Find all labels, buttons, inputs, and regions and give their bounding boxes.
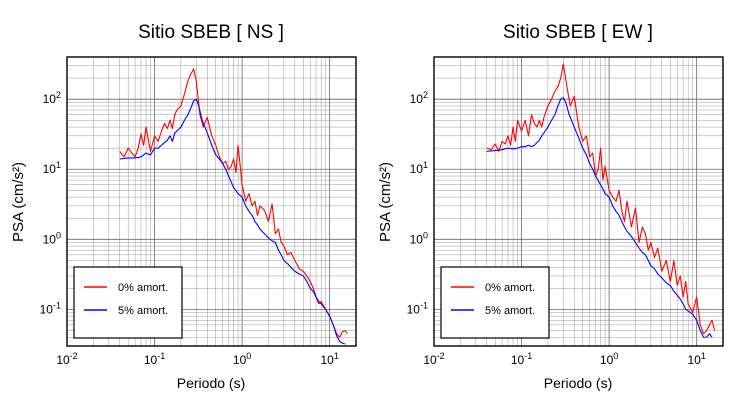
x-tick-label: 101 bbox=[320, 351, 338, 367]
series-line-0pct bbox=[119, 68, 348, 338]
x-tick-label: 10-2 bbox=[423, 351, 444, 367]
x-tick-label-base: 10 bbox=[511, 353, 525, 367]
legend-label: 5% amort. bbox=[118, 305, 168, 317]
x-tick-label-exponent: -1 bbox=[157, 351, 165, 361]
y-tick-label: 102 bbox=[43, 90, 61, 106]
x-axis-label: Periodo (s) bbox=[177, 375, 245, 391]
y-tick-label-exponent: 2 bbox=[423, 90, 428, 100]
x-tick-label: 10-1 bbox=[511, 351, 532, 367]
y-tick-label-base: 10 bbox=[410, 232, 424, 246]
plot-frame bbox=[66, 56, 357, 347]
series-line-5pct bbox=[119, 98, 346, 345]
y-tick-label-exponent: 1 bbox=[423, 160, 428, 170]
y-tick-label-base: 10 bbox=[43, 162, 57, 176]
y-tick-label-exponent: 1 bbox=[56, 160, 61, 170]
x-tick-label-base: 10 bbox=[144, 353, 158, 367]
x-tick-label: 100 bbox=[233, 351, 251, 367]
legend-label: 0% amort. bbox=[485, 282, 535, 294]
y-axis-label: PSA (cm/s²) bbox=[10, 162, 27, 242]
y-tick-label-exponent: -1 bbox=[420, 300, 428, 310]
x-tick-label: 10-2 bbox=[56, 351, 77, 367]
y-tick-label: 10-1 bbox=[40, 300, 61, 316]
x-tick-label-exponent: 0 bbox=[613, 351, 618, 361]
x-tick-labels: 10-2 10-1 100 101 bbox=[56, 351, 339, 367]
y-tick-label-exponent: 0 bbox=[56, 230, 61, 240]
y-tick-label-base: 10 bbox=[407, 302, 421, 316]
x-tick-label-base: 10 bbox=[320, 353, 334, 367]
legend: 0% amort. 5% amort. bbox=[73, 266, 183, 339]
y-tick-label: 101 bbox=[410, 160, 428, 176]
y-tick-label-exponent: -1 bbox=[53, 300, 61, 310]
y-tick-label-base: 10 bbox=[43, 92, 57, 106]
y-tick-label: 101 bbox=[43, 160, 61, 176]
y-tick-label-exponent: 2 bbox=[56, 90, 61, 100]
y-tick-label-base: 10 bbox=[40, 302, 54, 316]
legend-label: 5% amort. bbox=[485, 305, 535, 317]
chart-panel-ew: Sitio SBEB [ EW ] 10-2 10-1 100 10110-11001… bbox=[377, 22, 724, 391]
chart-title: Sitio SBEB [ EW ] bbox=[503, 22, 653, 43]
chart-title: Sitio SBEB [ NS ] bbox=[138, 22, 284, 43]
y-axis-label: PSA (cm/s²) bbox=[377, 162, 394, 242]
plot-frame bbox=[433, 56, 724, 347]
x-tick-label-base: 10 bbox=[233, 353, 247, 367]
y-tick-label: 102 bbox=[410, 90, 428, 106]
y-tick-label: 100 bbox=[410, 230, 428, 246]
x-tick-label-exponent: 1 bbox=[701, 351, 706, 361]
legend-box bbox=[73, 266, 183, 339]
y-tick-label-base: 10 bbox=[410, 162, 424, 176]
legend-label: 0% amort. bbox=[118, 282, 168, 294]
y-tick-label: 100 bbox=[43, 230, 61, 246]
x-tick-label-exponent: -2 bbox=[70, 351, 78, 361]
x-tick-label-base: 10 bbox=[600, 353, 614, 367]
x-tick-label-exponent: -1 bbox=[524, 351, 532, 361]
legend-box bbox=[440, 266, 550, 339]
y-tick-label-base: 10 bbox=[43, 232, 57, 246]
y-tick-label-base: 10 bbox=[410, 92, 424, 106]
x-tick-label: 101 bbox=[687, 351, 705, 367]
x-axis-label: Periodo (s) bbox=[544, 375, 612, 391]
x-tick-label-exponent: -2 bbox=[437, 351, 445, 361]
x-tick-label-exponent: 1 bbox=[334, 351, 339, 361]
x-tick-labels: 10-2 10-1 100 101 bbox=[423, 351, 706, 367]
x-tick-label-base: 10 bbox=[687, 353, 701, 367]
x-tick-label: 10-1 bbox=[144, 351, 165, 367]
x-tick-label-base: 10 bbox=[56, 353, 70, 367]
y-tick-label-exponent: 0 bbox=[423, 230, 428, 240]
series-line-5pct bbox=[486, 97, 713, 338]
chart-panel-ns: Sitio SBEB [ NS ] 10-2 10-1 100 10110-11001… bbox=[10, 22, 357, 391]
series-line-0pct bbox=[486, 63, 716, 335]
y-tick-label: 10-1 bbox=[407, 300, 428, 316]
grid bbox=[66, 56, 357, 347]
x-tick-label: 100 bbox=[600, 351, 618, 367]
x-tick-label-base: 10 bbox=[423, 353, 437, 367]
legend: 0% amort. 5% amort. bbox=[440, 266, 550, 339]
x-tick-label-exponent: 0 bbox=[246, 351, 251, 361]
